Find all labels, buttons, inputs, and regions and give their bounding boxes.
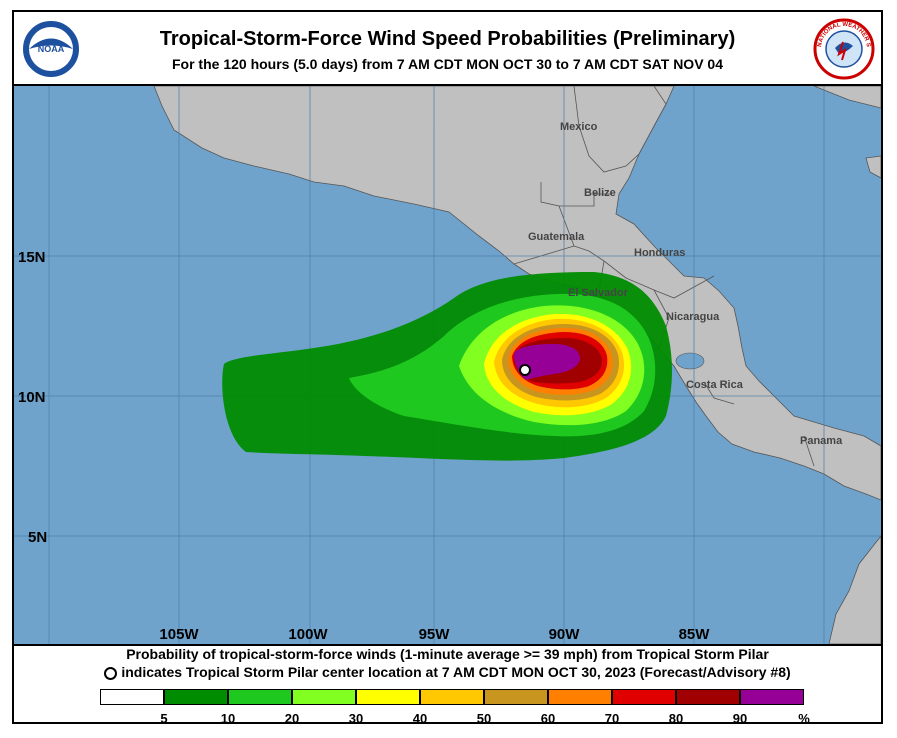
figure-frame: NOAA Tropical-Storm-Force Wind Speed Pro… bbox=[12, 10, 883, 726]
legend-swatch-8 bbox=[612, 689, 676, 705]
label-nicaragua: Nicaragua bbox=[666, 311, 720, 323]
legend-swatch-1 bbox=[164, 689, 228, 705]
caption-line-1: Probability of tropical-storm-force wind… bbox=[126, 646, 769, 662]
label-mexico: Mexico bbox=[560, 121, 598, 133]
land-island-east bbox=[865, 155, 881, 179]
lat-label-5n: 5N bbox=[28, 529, 47, 546]
legend-tick-40: 40 bbox=[412, 711, 428, 726]
lake-nicaragua bbox=[675, 352, 705, 370]
legend-tick-90: 90 bbox=[732, 711, 748, 726]
label-belize: Belize bbox=[584, 187, 616, 199]
center-symbol-icon bbox=[104, 666, 118, 680]
legend-tick-80: 80 bbox=[668, 711, 684, 726]
land-mexico-central-america bbox=[153, 86, 881, 501]
legend-swatch-0 bbox=[100, 689, 164, 705]
label-guatemala: Guatemala bbox=[528, 231, 585, 243]
legend-swatch-5 bbox=[420, 689, 484, 705]
lon-label-85w: 85W bbox=[679, 626, 711, 643]
legend-swatch-10 bbox=[740, 689, 804, 705]
land-cuba bbox=[813, 86, 881, 109]
lon-label-105w: 105W bbox=[159, 626, 199, 643]
lat-label-10n: 10N bbox=[18, 389, 46, 406]
legend-tick-70: 70 bbox=[604, 711, 620, 726]
legend-swatch-6 bbox=[484, 689, 548, 705]
legend-tick-60: 60 bbox=[540, 711, 556, 726]
legend-swatch-7 bbox=[548, 689, 612, 705]
label-honduras: Honduras bbox=[634, 247, 685, 259]
storm-center-marker bbox=[519, 364, 531, 376]
legend-swatch-4 bbox=[356, 689, 420, 705]
legend-tick-10: 10 bbox=[220, 711, 236, 726]
legend-swatch-9 bbox=[676, 689, 740, 705]
legend-swatch-2 bbox=[228, 689, 292, 705]
lon-label-90w: 90W bbox=[549, 626, 581, 643]
lon-label-100w: 100W bbox=[288, 626, 328, 643]
page-subtitle: For the 120 hours (5.0 days) from 7 AM C… bbox=[171, 56, 723, 72]
page-title: Tropical-Storm-Force Wind Speed Probabil… bbox=[159, 28, 736, 50]
probability-map: Mexico Belize Guatemala Honduras El Salv… bbox=[14, 84, 881, 646]
label-panama: Panama bbox=[800, 435, 843, 447]
nws-logo: NATIONAL WEATHER SERVICE bbox=[811, 14, 875, 85]
land-yucatan bbox=[573, 86, 667, 173]
noaa-logo: NOAA bbox=[20, 18, 82, 85]
lat-label-15n: 15N bbox=[18, 249, 46, 266]
legend-unit: % bbox=[798, 711, 810, 726]
caption-line-2: indicates Tropical Storm Pilar center lo… bbox=[14, 664, 881, 680]
land-south-america bbox=[828, 535, 881, 644]
lon-label-95w: 95W bbox=[419, 626, 451, 643]
label-costa-rica: Costa Rica bbox=[686, 379, 744, 391]
legend-tick-20: 20 bbox=[284, 711, 300, 726]
label-el-salvador: El Salvador bbox=[568, 287, 629, 299]
caption-line-2-text: indicates Tropical Storm Pilar center lo… bbox=[121, 664, 791, 680]
legend-tick-30: 30 bbox=[348, 711, 364, 726]
legend-tick-5: 5 bbox=[160, 711, 168, 726]
noaa-logo-text: NOAA bbox=[38, 44, 65, 54]
header: NOAA Tropical-Storm-Force Wind Speed Pro… bbox=[14, 12, 881, 84]
legend-swatch-3 bbox=[292, 689, 356, 705]
legend-tick-50: 50 bbox=[476, 711, 492, 726]
footer: Probability of tropical-storm-force wind… bbox=[14, 644, 881, 726]
